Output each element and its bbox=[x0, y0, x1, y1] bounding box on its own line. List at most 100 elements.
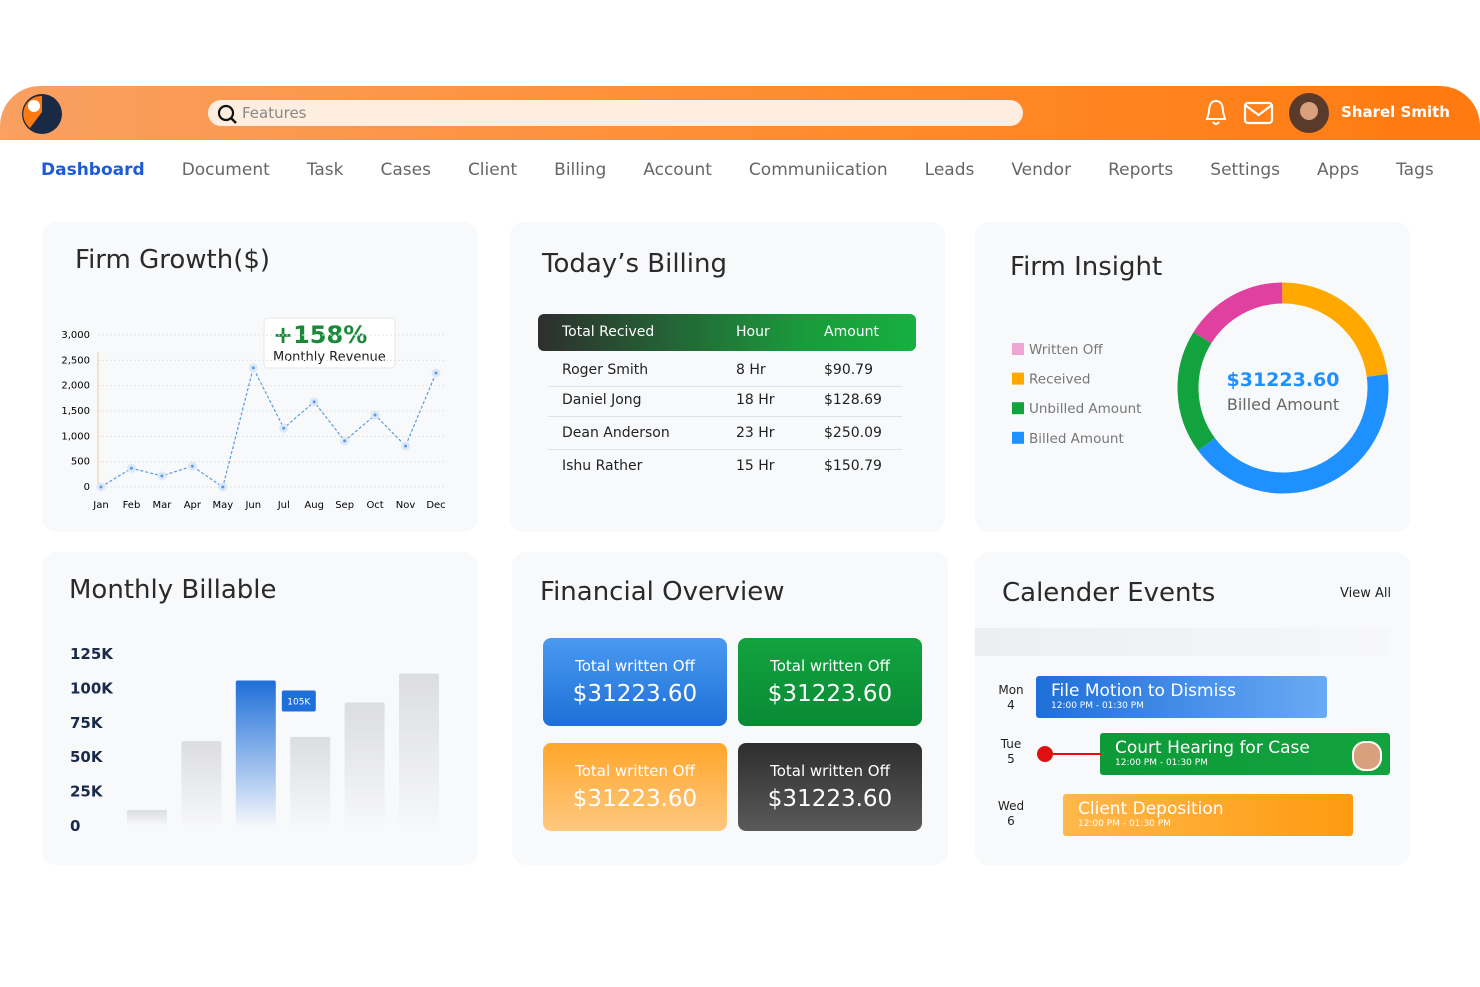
nav-item[interactable]: Tags bbox=[1396, 160, 1434, 180]
bar bbox=[344, 702, 385, 825]
bar bbox=[181, 741, 222, 825]
card-label: Total written Off bbox=[770, 762, 890, 780]
bar bbox=[290, 736, 331, 825]
panel-title: Monthly Billable bbox=[69, 575, 277, 605]
event-bar[interactable]: Client Deposition 12:00 PM - 01:30 PM bbox=[1063, 794, 1353, 836]
nav-item[interactable]: Communiication bbox=[748, 160, 888, 180]
event-weekday: Mon bbox=[998, 683, 1024, 697]
legend-label: Unbilled Amount bbox=[1029, 401, 1141, 417]
table-header-cell: Hour bbox=[736, 324, 770, 340]
annotation-box bbox=[263, 317, 396, 369]
event-title: File Motion to Dismiss bbox=[1051, 681, 1237, 701]
y-tick-label: 1,000 bbox=[61, 431, 90, 442]
y-tick-label: 1,500 bbox=[61, 406, 90, 417]
event-time: 12:00 PM - 01:30 PM bbox=[1115, 758, 1208, 768]
mail-icon[interactable] bbox=[1243, 100, 1275, 126]
bell-icon[interactable] bbox=[1204, 98, 1228, 128]
y-tick-label: 2,500 bbox=[61, 355, 90, 366]
line bbox=[100, 366, 437, 488]
donut-segment bbox=[1282, 282, 1388, 378]
card-label: Total written Off bbox=[770, 657, 890, 675]
y-tick-label: 3,000 bbox=[61, 330, 90, 341]
panel-title: Firm Growth($) bbox=[75, 245, 271, 275]
value-label-box bbox=[281, 690, 316, 712]
y-tick-label: 0 bbox=[70, 817, 80, 835]
nav-item[interactable]: Apps bbox=[1317, 160, 1360, 180]
value-label: 105K bbox=[287, 698, 311, 708]
card-label: Total written Off bbox=[575, 762, 695, 780]
table-header-cell: Total Recived bbox=[562, 324, 655, 340]
event-title: Client Deposition bbox=[1078, 799, 1224, 819]
x-tick-label: Apr bbox=[184, 500, 202, 511]
nav-item[interactable]: Document bbox=[181, 160, 270, 180]
table-cell: Roger Smith bbox=[562, 362, 649, 378]
card-amount: $31223.60 bbox=[572, 681, 698, 707]
event-time: 12:00 PM - 01:30 PM bbox=[1078, 819, 1171, 829]
nav-item[interactable]: Client bbox=[467, 160, 518, 180]
event-avatar bbox=[1352, 741, 1382, 771]
avatar[interactable] bbox=[1288, 92, 1330, 134]
panel-title: Today’s Billing bbox=[542, 249, 727, 279]
nav-item[interactable]: Reports bbox=[1108, 160, 1174, 180]
table-cell: 18 Hr bbox=[736, 392, 775, 408]
event-title: Court Hearing for Case bbox=[1115, 738, 1310, 758]
point bbox=[431, 368, 441, 378]
billing-panel bbox=[510, 222, 945, 532]
donut-segment bbox=[1198, 374, 1389, 494]
bar bbox=[399, 673, 439, 825]
donut-label: Billed Amount bbox=[1227, 395, 1339, 414]
nav-item[interactable]: Account bbox=[643, 160, 712, 180]
table-cell: 23 Hr bbox=[736, 425, 775, 441]
bar bbox=[127, 809, 167, 825]
y-tick-label: 25K bbox=[70, 783, 104, 801]
event-bar[interactable]: Court Hearing for Case 12:00 PM - 01:30 P… bbox=[1100, 733, 1390, 775]
row-divider bbox=[548, 386, 902, 387]
point bbox=[96, 482, 106, 492]
point bbox=[309, 397, 319, 407]
event-day: 5 bbox=[1007, 752, 1015, 766]
x-tick-label: Dec bbox=[426, 500, 445, 511]
nav-item[interactable]: Dashboard bbox=[41, 160, 145, 180]
stat-card: Total written Off $31223.60 bbox=[543, 638, 727, 726]
y-tick-label: 50K bbox=[70, 748, 104, 766]
nav-item[interactable]: Vendor bbox=[1011, 160, 1072, 180]
legend-label: Billed Amount bbox=[1029, 431, 1124, 447]
event-day: 6 bbox=[1007, 814, 1015, 828]
search-box[interactable]: Features bbox=[208, 100, 1023, 126]
point bbox=[126, 463, 136, 473]
point bbox=[248, 363, 258, 373]
x-tick-label: May bbox=[212, 500, 233, 511]
legend-label: Received bbox=[1029, 372, 1090, 388]
legend-swatch bbox=[1012, 372, 1024, 385]
nav-item[interactable]: Settings bbox=[1210, 160, 1281, 180]
y-tick-label: 2,000 bbox=[61, 381, 90, 392]
user-name[interactable]: Sharel Smith bbox=[1341, 103, 1450, 121]
legend-label: Written Off bbox=[1029, 342, 1103, 358]
nav-item[interactable]: Cases bbox=[380, 160, 431, 180]
y-tick-label: 125K bbox=[70, 645, 114, 663]
x-tick-label: Jan bbox=[92, 500, 108, 511]
point bbox=[218, 482, 228, 492]
table-cell: Ishu Rather bbox=[562, 458, 643, 474]
stat-card: Total written Off $31223.60 bbox=[738, 743, 922, 831]
calendar-strip bbox=[975, 628, 1390, 656]
event-day: 4 bbox=[1007, 698, 1015, 712]
legend-swatch bbox=[1012, 402, 1024, 415]
event-bar[interactable]: File Motion to Dismiss 12:00 PM - 01:30 P… bbox=[1036, 676, 1327, 718]
x-tick-label: Oct bbox=[366, 500, 383, 511]
nav-item[interactable]: Billing bbox=[554, 160, 607, 180]
stat-card: Total written Off $31223.60 bbox=[543, 743, 727, 831]
x-tick-label: Mar bbox=[152, 500, 172, 511]
point bbox=[157, 471, 167, 481]
x-tick-label: Aug bbox=[304, 500, 324, 511]
table-cell: $128.69 bbox=[824, 392, 882, 408]
logo[interactable] bbox=[20, 92, 64, 136]
nav-item[interactable]: Leads bbox=[924, 160, 975, 180]
event-weekday: Tue bbox=[1000, 737, 1022, 751]
view-all[interactable]: View All bbox=[1340, 586, 1392, 601]
nav-item[interactable]: Task bbox=[306, 160, 344, 180]
panel-title: Financial Overview bbox=[540, 577, 785, 607]
legend-swatch bbox=[1012, 431, 1024, 444]
